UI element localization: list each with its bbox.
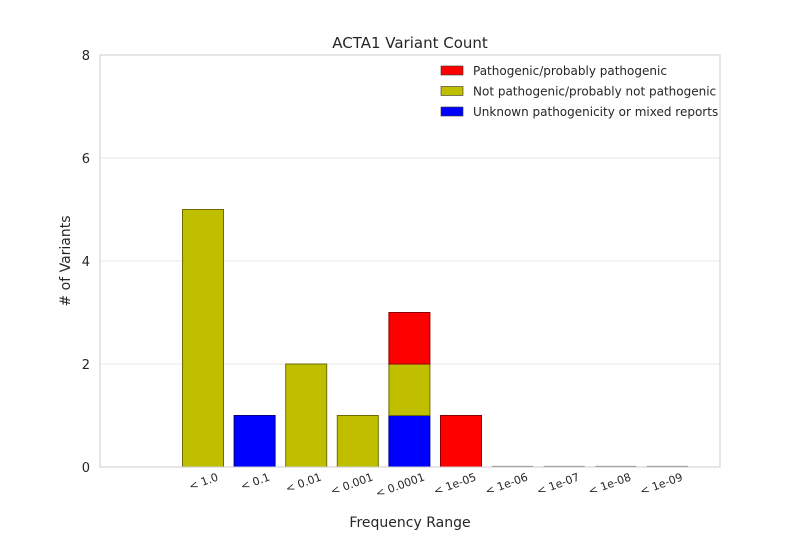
x-tick-label: < 1e-06 — [483, 471, 529, 498]
legend-swatch — [440, 86, 464, 96]
bar-segment — [388, 363, 431, 416]
bar-segment — [336, 415, 379, 468]
bar-segment — [440, 415, 482, 468]
x-tick-label: < 0.1 — [239, 471, 272, 494]
x-axis-label: Frequency Range — [349, 515, 470, 531]
legend-label: Pathogenic/probably pathogenic — [473, 64, 667, 78]
y-axis-label: # of Variants — [58, 215, 74, 306]
y-tick-labels: 0 2 4 6 8 — [82, 49, 90, 476]
bar-segment — [233, 415, 276, 468]
plot-frame — [99, 54, 721, 468]
x-tick-label: < 0.01 — [284, 471, 323, 496]
bar-segment — [388, 415, 431, 468]
legend-swatch — [440, 106, 464, 117]
bars — [182, 209, 688, 468]
y-tick-label: 4 — [82, 255, 90, 270]
x-tick-labels: < 1.0 < 0.1 < 0.01 < 0.001 < 0.0001 < 1e-05 < … — [187, 471, 684, 501]
bar-segment — [388, 312, 431, 365]
x-tick-label: < 1e-05 — [432, 471, 478, 498]
legend-label: Not pathogenic/probably not pathogenic — [473, 85, 716, 99]
bar-segment — [182, 209, 224, 468]
legend: Pathogenic/probably pathogenic Not pathog… — [440, 64, 718, 119]
x-tick-label: < 0.0001 — [374, 471, 427, 501]
y-tick-label: 2 — [82, 358, 90, 373]
x-tick-label: < 1.0 — [187, 471, 220, 494]
y-tick-label: 0 — [82, 461, 90, 476]
x-tick-label: < 0.001 — [329, 471, 375, 498]
chart-title: ACTA1 Variant Count — [332, 34, 488, 52]
y-tick-label: 8 — [82, 49, 90, 64]
x-tick-label: < 1e-09 — [638, 471, 684, 498]
x-tick-label: < 1e-08 — [587, 471, 633, 498]
y-tick-label: 6 — [82, 152, 90, 167]
legend-swatch — [440, 65, 464, 76]
legend-label: Unknown pathogenicity or mixed reports — [473, 105, 718, 119]
x-tick-label: < 1e-07 — [535, 471, 581, 498]
bar-segment — [285, 363, 328, 468]
